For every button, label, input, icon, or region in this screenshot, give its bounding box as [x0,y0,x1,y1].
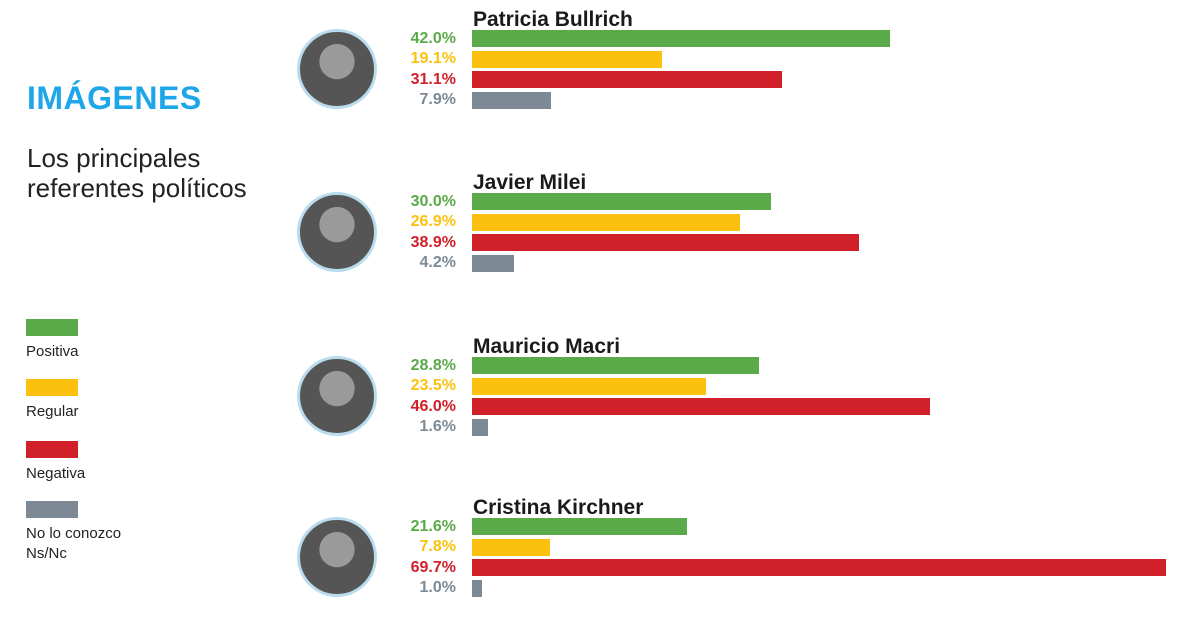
bar [472,91,551,109]
value-label: 42.0% [410,29,456,47]
bar [472,377,706,395]
photo [297,517,377,597]
bar [472,50,663,68]
chart-subtitle: Los principales referentes políticos [27,143,247,203]
value-label: 7.8% [419,538,456,555]
value-label: 4.2% [419,254,456,271]
bar [472,254,514,272]
bar [472,538,550,556]
legend-label: Positiva [26,343,79,360]
photo [297,356,377,436]
legend-swatch [26,319,78,336]
bar [472,418,488,436]
legend-label: No lo conozco Ns/Nc [26,525,122,562]
value-label: 26.9% [410,213,456,230]
bar [472,357,759,374]
legend-swatch [26,379,78,396]
value-label: 1.0% [419,579,456,596]
value-label: 69.7% [410,558,456,576]
value-label: 30.0% [410,192,456,210]
legend-label: Regular [26,403,79,420]
value-label: 23.5% [410,377,456,394]
value-label: 31.1% [410,70,456,88]
legend-label: Negativa [26,465,86,482]
value-label: 28.8% [410,356,456,374]
value-label: 38.9% [410,233,456,251]
bar [472,518,688,535]
bar [472,398,931,415]
bar [472,213,740,231]
bar [472,30,891,47]
category-label: Cristina Kirchner [473,496,644,519]
value-label: 1.6% [419,418,456,435]
bar [472,579,482,597]
chart-title: IMÁGENES [27,80,202,116]
value-label: 19.1% [410,50,456,67]
value-label: 21.6% [410,517,456,535]
bar [472,71,782,88]
bar [472,234,860,251]
category-label: Javier Milei [473,171,587,194]
legend-swatch [26,441,78,458]
bar [472,559,1166,576]
legend-swatch [26,501,78,518]
category-label: Mauricio Macri [473,335,621,358]
value-label: 7.9% [419,91,456,108]
value-label: 46.0% [410,397,456,415]
photo [297,192,377,272]
photo [297,29,377,109]
category-label: Patricia Bullrich [473,8,633,31]
bar [472,193,771,210]
